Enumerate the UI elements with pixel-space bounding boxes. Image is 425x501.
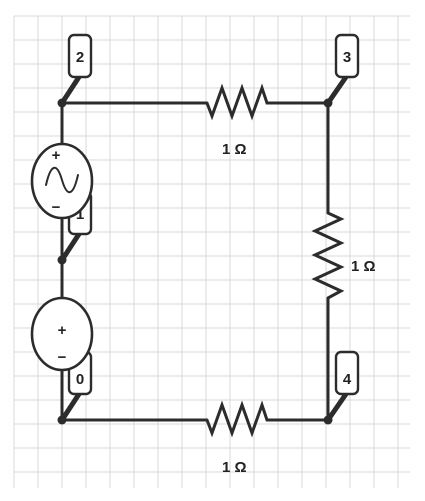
sine-wave-icon: [45, 166, 79, 194]
node-flag-2[interactable]: 2: [59, 33, 93, 106]
node-flag-4-tail: [325, 391, 349, 423]
node-flag-3[interactable]: 3: [325, 33, 360, 106]
node-label-3: 3: [343, 49, 351, 66]
node-label-2: 2: [76, 49, 84, 66]
node-flag-0-tail: [59, 391, 82, 423]
node-flag-2-box: [67, 33, 93, 79]
junction-dot-3: [323, 98, 333, 108]
resistor-top[interactable]: [205, 83, 270, 121]
resistor-bottom[interactable]: [205, 400, 270, 438]
node-flag-2-tail: [59, 74, 82, 106]
resistor-bottom-zigzag: [205, 400, 270, 438]
dc-source-body: [30, 296, 94, 372]
node-label-0: 0: [76, 371, 84, 388]
resistor-right[interactable]: [311, 211, 345, 300]
junction-dot-1: [57, 255, 67, 265]
wires: [60, 101, 330, 422]
junction-dot-0: [57, 415, 67, 425]
resistor-right-label: 1 Ω: [351, 258, 376, 275]
node-flag-3-box: [334, 33, 360, 79]
dc-source-plus: +: [58, 322, 67, 339]
node-flag-4-box: [334, 350, 360, 396]
node-label-4: 4: [343, 371, 352, 388]
ac-source-plus: +: [52, 147, 61, 164]
ac-source-minus: −: [52, 199, 61, 216]
ac-voltage-source[interactable]: + −: [30, 142, 94, 220]
resistor-bottom-label: 1 Ω: [222, 459, 247, 476]
node-flag-3-tail: [325, 74, 349, 106]
junction-dot-4: [323, 415, 333, 425]
resistor-right-zigzag: [311, 211, 345, 300]
junction-dot-2: [57, 98, 67, 108]
node-flag-4[interactable]: 4: [325, 350, 360, 423]
dc-source-minus: −: [58, 349, 67, 366]
resistor-top-zigzag: [205, 83, 270, 121]
dc-voltage-source[interactable]: + −: [30, 296, 94, 372]
node-flag-1-tail: [59, 231, 82, 263]
node-label-1: 1: [76, 206, 84, 223]
background-grid: [13, 15, 410, 488]
resistor-top-label: 1 Ω: [222, 141, 247, 158]
